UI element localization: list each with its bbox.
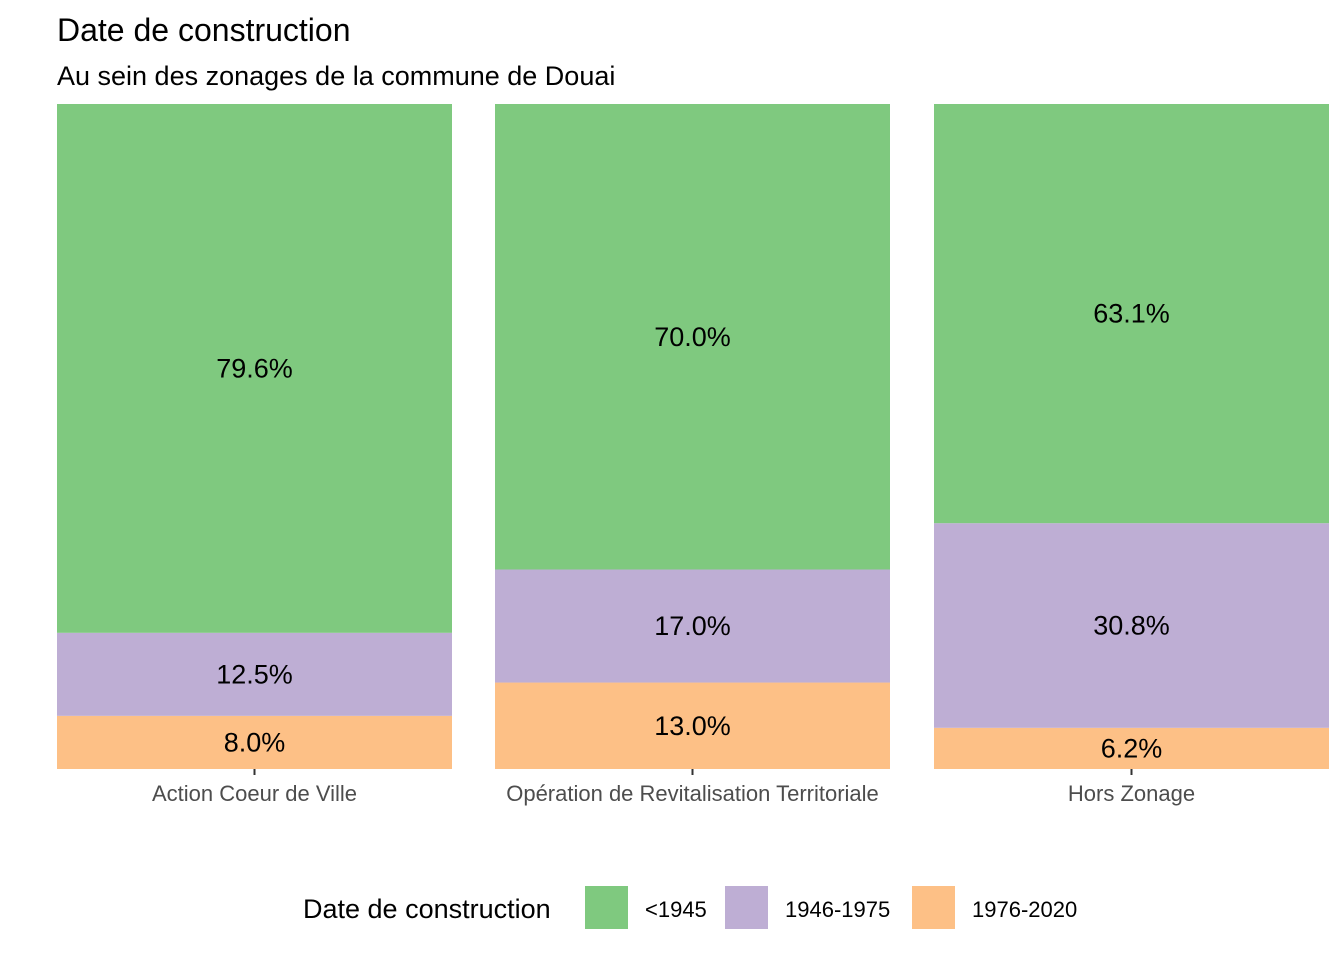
data-label: 30.8% bbox=[1093, 611, 1170, 641]
legend-label: 1946-1975 bbox=[785, 897, 890, 922]
data-label: 13.0% bbox=[654, 711, 731, 741]
data-label: 8.0% bbox=[224, 727, 286, 757]
legend-label: 1976-2020 bbox=[972, 897, 1077, 922]
bar-segment bbox=[934, 104, 1329, 524]
legend-key bbox=[585, 886, 628, 929]
data-label: 70.0% bbox=[654, 322, 731, 352]
x-axis: Action Coeur de Ville Opération de Revita… bbox=[152, 769, 1195, 806]
bar-segment bbox=[495, 104, 890, 570]
legend-title: Date de construction bbox=[303, 894, 551, 924]
x-tick-label: Opération de Revitalisation Territoriale bbox=[506, 781, 879, 806]
legend-key bbox=[725, 886, 768, 929]
bar-segment bbox=[57, 104, 452, 633]
x-tick-label: Action Coeur de Ville bbox=[152, 781, 357, 806]
chart-subtitle: Au sein des zonages de la commune de Dou… bbox=[57, 61, 615, 91]
data-label: 12.5% bbox=[216, 659, 293, 689]
bar-segment bbox=[495, 569, 890, 683]
data-label: 63.1% bbox=[1093, 299, 1170, 329]
bar-segment bbox=[934, 727, 1329, 769]
bar-segment bbox=[57, 715, 452, 769]
plot-area: 8.0% 12.5% 79.6% 13.0% 17.0% 70.0% 6.2% 30.8% 63… bbox=[57, 104, 1329, 769]
legend-key bbox=[912, 886, 955, 929]
data-label: 79.6% bbox=[216, 353, 293, 383]
x-tick-label: Hors Zonage bbox=[1068, 781, 1195, 806]
bar-segment bbox=[495, 682, 890, 769]
bar-segment bbox=[934, 523, 1329, 728]
chart-title: Date de construction bbox=[57, 12, 351, 48]
data-label: 17.0% bbox=[654, 611, 731, 641]
bar-segment bbox=[57, 632, 452, 716]
data-label: 6.2% bbox=[1101, 733, 1163, 763]
legend: Date de construction <1945 1946-1975 1976-2… bbox=[303, 886, 1077, 929]
legend-label: <1945 bbox=[645, 897, 707, 922]
